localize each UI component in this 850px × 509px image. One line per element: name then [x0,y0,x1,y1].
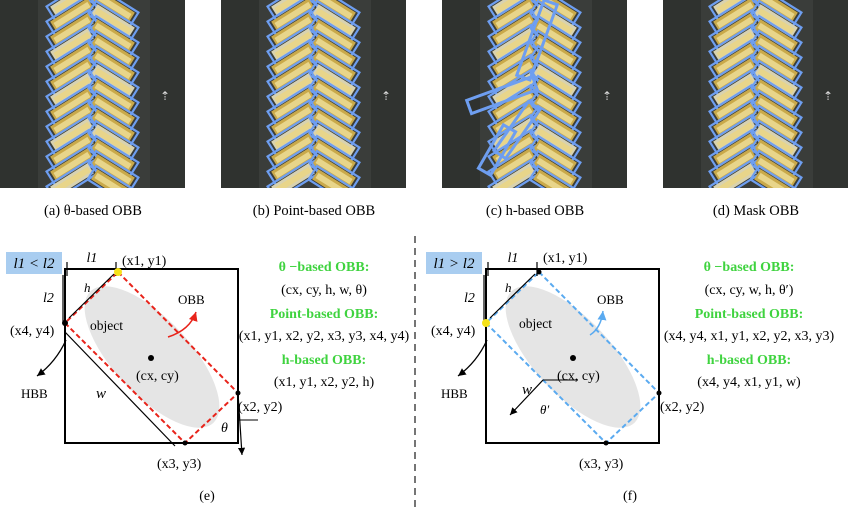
w-label: w [96,386,106,402]
point-obb-value: (x1, y1, x2, y2, x3, y3, x4, y4) [239,329,410,344]
badge-bg [426,252,482,274]
theta-obb-value: (cx, cy, h, w, θ) [281,283,367,298]
obb-pointer-arrow [167,311,198,338]
l2-label: l2 [464,291,475,306]
h-dim-line [68,273,115,319]
badge-bg [6,252,62,274]
svg-text:⇡: ⇡ [160,89,170,103]
hbb-rect [485,268,660,444]
object-label: object [90,318,123,333]
vertex-3-marker [182,440,188,446]
parking-lot-image: ⇡ [663,0,848,188]
svg-text:⇡: ⇡ [381,89,391,103]
p4-label: (x4, y4) [431,324,476,339]
caption-c: (c) h-based OBB [485,203,585,219]
theta-label: θ [221,421,228,436]
h-obb-value: (x1, y1, x2, y2, h) [274,375,375,390]
p1-label: (x1, y1) [543,251,588,266]
l1-label: l1 [508,251,519,266]
obb-pointer-arrow [589,310,607,336]
h-dim-line [489,273,536,319]
h-label: h [84,280,91,295]
hbb-label: HBB [441,386,468,401]
point-obb-title: Point-based OBB: [695,307,804,322]
diagram-e-label: (e) [199,489,215,504]
l2-label: l2 [43,291,54,306]
theta-obb-value: (cx, cy, w, h, θ′) [705,283,794,298]
theta-label: θ′ [540,402,549,417]
diagram-e: l1 < l2 l1 l2 h w θ (x1, y1) (x4, y4) (x… [6,251,409,504]
vertex-2-marker [235,390,241,396]
panel-d-image: ⇡ [663,0,848,188]
hbb-pointer-arrow [36,339,67,377]
parking-lot-image: ⇡ [221,0,406,188]
diagram-f-label: (f) [623,489,637,504]
vertex-4-marker [62,320,68,326]
vertex-1-marker [114,268,122,276]
badge-text: l1 < l2 [14,256,55,272]
hbb-label: HBB [21,386,48,401]
theta-obb-title: θ −based OBB: [279,260,370,275]
p3-label: (x3, y3) [579,457,624,472]
obb-label: OBB [597,292,624,307]
caption-a: (a) θ-based OBB [44,203,142,219]
badge-text: l1 > l2 [434,256,475,272]
svg-text:⇡: ⇡ [823,89,833,103]
vertex-4-marker [482,319,490,327]
center-label: (cx, cy) [136,369,179,384]
theta-arrow [237,392,246,456]
w-label: w [522,382,532,398]
h-label: h [505,280,512,295]
l1-label: l1 [87,251,98,266]
parking-lot-image: ⇡ [0,0,185,188]
panel-b-image: ⇡ [221,0,406,188]
center-marker [570,355,576,361]
vertex-2-marker [656,390,662,396]
h-obb-value: (x4, y4, x1, y1, w) [697,375,801,390]
p2-label: (x2, y2) [238,400,283,415]
hbb-rect [64,268,239,444]
point-obb-value: (x4, y4, x1, y1, x2, y2, x3, y3) [664,329,835,344]
h-obb-title: h-based OBB: [282,353,366,368]
vertex-3-marker [603,440,609,446]
panel-c-image: ⇡ [442,0,627,188]
center-label: (cx, cy) [557,369,600,384]
w-arrow [509,379,544,416]
vertex-1-marker [536,269,542,275]
obb-label: OBB [178,292,205,307]
svg-text:⇡: ⇡ [602,89,612,103]
panel-a-image: ⇡ [0,0,185,188]
w-dim-line [64,331,176,447]
object-label: object [519,316,552,331]
p2-label: (x2, y2) [660,400,705,415]
center-marker [148,355,154,361]
p1-label: (x1, y1) [122,254,167,269]
caption-b: (b) Point-based OBB [252,203,376,219]
p3-label: (x3, y3) [157,457,202,472]
h-obb-title: h-based OBB: [707,353,791,368]
parking-lot-image: ⇡ [442,0,627,188]
caption-d: (d) Mask OBB [712,203,800,219]
theta-obb-title: θ −based OBB: [704,260,795,275]
p4-label: (x4, y4) [10,324,55,339]
diagram-f: l1 > l2 l1 l2 h w θ′ (x1, y1) (x4, y4) (… [426,251,834,504]
point-obb-title: Point-based OBB: [270,307,379,322]
hbb-pointer-arrow [457,339,488,377]
